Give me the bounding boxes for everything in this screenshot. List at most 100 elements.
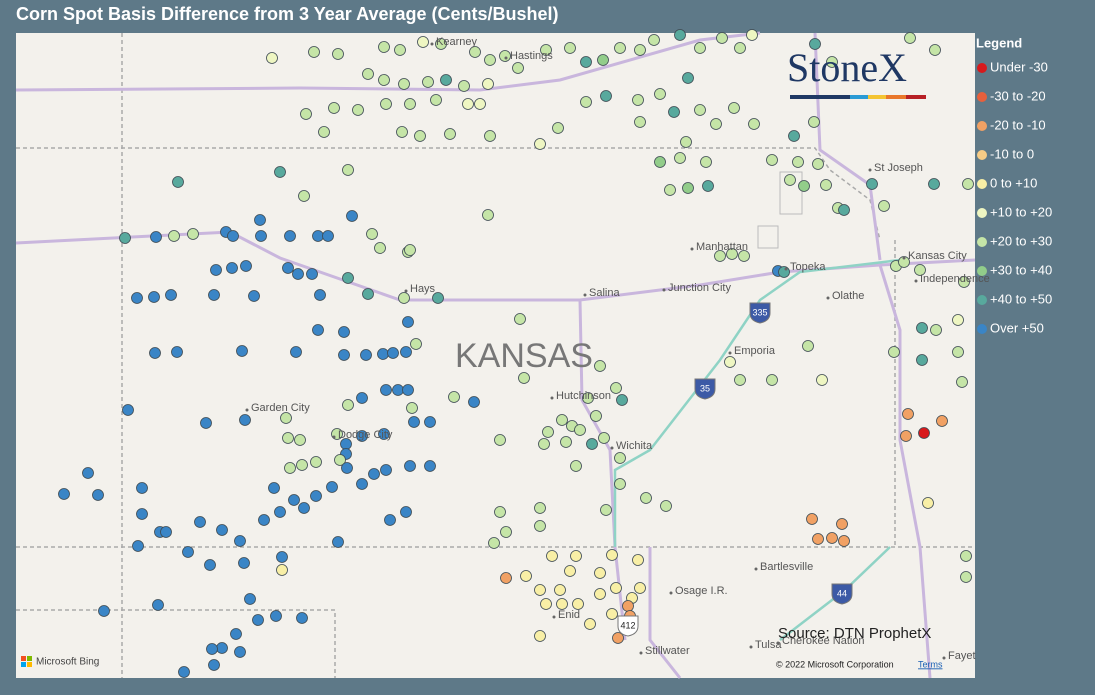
station-point[interactable] bbox=[878, 200, 890, 212]
station-point[interactable] bbox=[98, 605, 110, 617]
station-point[interactable] bbox=[342, 164, 354, 176]
station-point[interactable] bbox=[956, 376, 968, 388]
station-point[interactable] bbox=[564, 42, 576, 54]
station-point[interactable] bbox=[594, 360, 606, 372]
station-point[interactable] bbox=[387, 347, 399, 359]
station-point[interactable] bbox=[378, 41, 390, 53]
station-point[interactable] bbox=[784, 174, 796, 186]
station-point[interactable] bbox=[274, 506, 286, 518]
station-point[interactable] bbox=[152, 599, 164, 611]
station-point[interactable] bbox=[820, 179, 832, 191]
station-point[interactable] bbox=[694, 42, 706, 54]
station-point[interactable] bbox=[268, 482, 280, 494]
station-point[interactable] bbox=[122, 404, 134, 416]
station-point[interactable] bbox=[960, 571, 972, 583]
station-point[interactable] bbox=[564, 565, 576, 577]
station-point[interactable] bbox=[200, 417, 212, 429]
station-point[interactable] bbox=[734, 42, 746, 54]
station-point[interactable] bbox=[82, 467, 94, 479]
station-point[interactable] bbox=[227, 230, 239, 242]
station-point[interactable] bbox=[654, 156, 666, 168]
station-point[interactable] bbox=[380, 464, 392, 476]
station-point[interactable] bbox=[556, 598, 568, 610]
station-point[interactable] bbox=[936, 415, 948, 427]
station-point[interactable] bbox=[322, 230, 334, 242]
station-point[interactable] bbox=[132, 540, 144, 552]
station-point[interactable] bbox=[178, 666, 190, 678]
station-point[interactable] bbox=[808, 116, 820, 128]
station-point[interactable] bbox=[632, 94, 644, 106]
station-point[interactable] bbox=[560, 436, 572, 448]
station-point[interactable] bbox=[342, 272, 354, 284]
station-point[interactable] bbox=[346, 210, 358, 222]
station-point[interactable] bbox=[540, 44, 552, 56]
station-point[interactable] bbox=[296, 612, 308, 624]
station-point[interactable] bbox=[182, 546, 194, 558]
station-point[interactable] bbox=[298, 502, 310, 514]
station-point[interactable] bbox=[542, 426, 554, 438]
station-point[interactable] bbox=[838, 204, 850, 216]
station-point[interactable] bbox=[392, 384, 404, 396]
station-point[interactable] bbox=[310, 456, 322, 468]
station-point[interactable] bbox=[404, 244, 416, 256]
station-point[interactable] bbox=[396, 126, 408, 138]
station-point[interactable] bbox=[700, 156, 712, 168]
station-point[interactable] bbox=[318, 126, 330, 138]
station-point[interactable] bbox=[150, 231, 162, 243]
station-point[interactable] bbox=[314, 289, 326, 301]
station-point[interactable] bbox=[334, 454, 346, 466]
station-point[interactable] bbox=[252, 614, 264, 626]
station-point[interactable] bbox=[352, 104, 364, 116]
station-point[interactable] bbox=[240, 260, 252, 272]
station-point[interactable] bbox=[338, 349, 350, 361]
station-point[interactable] bbox=[958, 276, 970, 288]
station-point[interactable] bbox=[294, 434, 306, 446]
station-point[interactable] bbox=[356, 392, 368, 404]
station-point[interactable] bbox=[290, 346, 302, 358]
station-point[interactable] bbox=[328, 102, 340, 114]
station-point[interactable] bbox=[356, 478, 368, 490]
station-point[interactable] bbox=[500, 526, 512, 538]
station-point[interactable] bbox=[230, 628, 242, 640]
station-point[interactable] bbox=[584, 618, 596, 630]
station-point[interactable] bbox=[634, 582, 646, 594]
station-point[interactable] bbox=[400, 506, 412, 518]
station-point[interactable] bbox=[916, 322, 928, 334]
station-point[interactable] bbox=[606, 608, 618, 620]
station-point[interactable] bbox=[836, 518, 848, 530]
station-point[interactable] bbox=[234, 535, 246, 547]
station-point[interactable] bbox=[694, 104, 706, 116]
station-point[interactable] bbox=[244, 593, 256, 605]
station-point[interactable] bbox=[538, 438, 550, 450]
station-point[interactable] bbox=[404, 460, 416, 472]
station-point[interactable] bbox=[904, 32, 916, 44]
station-point[interactable] bbox=[282, 432, 294, 444]
station-point[interactable] bbox=[812, 158, 824, 170]
station-point[interactable] bbox=[308, 46, 320, 58]
station-point[interactable] bbox=[342, 399, 354, 411]
station-point[interactable] bbox=[546, 550, 558, 562]
station-point[interactable] bbox=[798, 180, 810, 192]
station-point[interactable] bbox=[724, 356, 736, 368]
station-point[interactable] bbox=[238, 557, 250, 569]
station-point[interactable] bbox=[654, 88, 666, 100]
station-point[interactable] bbox=[674, 152, 686, 164]
station-point[interactable] bbox=[660, 500, 672, 512]
station-point[interactable] bbox=[430, 94, 442, 106]
station-point[interactable] bbox=[792, 156, 804, 168]
station-point[interactable] bbox=[556, 414, 568, 426]
station-point[interactable] bbox=[404, 98, 416, 110]
station-point[interactable] bbox=[422, 76, 434, 88]
station-point[interactable] bbox=[610, 582, 622, 594]
station-point[interactable] bbox=[634, 116, 646, 128]
station-point[interactable] bbox=[394, 44, 406, 56]
station-point[interactable] bbox=[131, 292, 143, 304]
station-point[interactable] bbox=[165, 289, 177, 301]
station-point[interactable] bbox=[332, 48, 344, 60]
station-point[interactable] bbox=[234, 646, 246, 658]
station-point[interactable] bbox=[586, 438, 598, 450]
station-point[interactable] bbox=[168, 230, 180, 242]
station-point[interactable] bbox=[520, 570, 532, 582]
station-point[interactable] bbox=[534, 502, 546, 514]
station-point[interactable] bbox=[258, 514, 270, 526]
